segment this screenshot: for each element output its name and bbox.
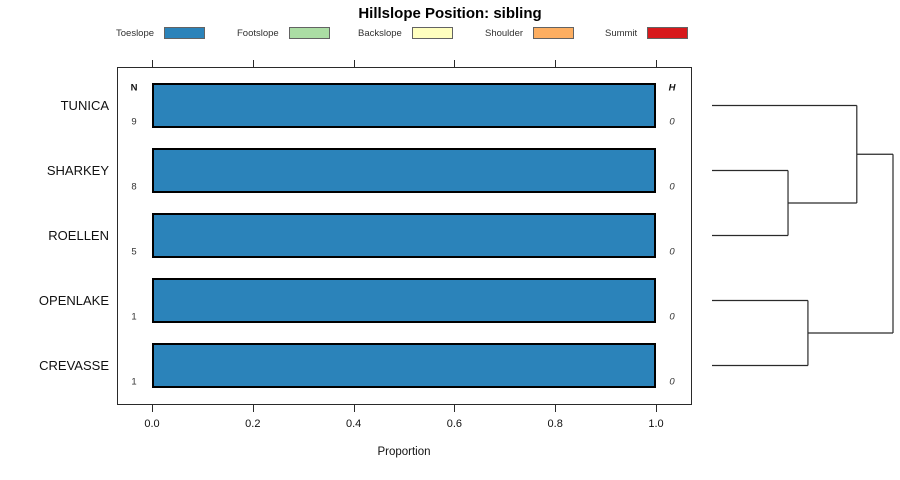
x-axis-tick-bottom (454, 405, 456, 412)
x-axis-tick-top (656, 60, 657, 67)
n-column-header: N (130, 82, 138, 94)
row-label-tunica: TUNICA (60, 97, 109, 113)
chart-title: Hillslope Position: sibling (358, 5, 542, 22)
x-axis-tick-bottom (252, 405, 254, 412)
x-axis-tick-bottom (152, 405, 153, 412)
legend-swatch (533, 27, 575, 39)
x-axis-tick-label: 0.6 (446, 418, 463, 430)
legend-label: Backslope (358, 27, 402, 39)
legend-swatch (164, 27, 206, 39)
x-axis-tick-label: 1.0 (648, 418, 664, 430)
n-value: 9 (131, 116, 137, 128)
bar-roellen-toeslope (152, 213, 656, 258)
x-axis-label: Proportion (377, 446, 431, 458)
x-axis-tick-label: 0.8 (547, 418, 563, 430)
legend-item-toeslope: Toeslope (116, 25, 206, 41)
legend-item-shoulder: Shoulder (485, 25, 575, 41)
legend-label: Summit (605, 27, 638, 39)
n-value: 1 (131, 311, 137, 323)
legend-item-footslope: Footslope (237, 25, 330, 41)
x-axis-tick-label: 0.2 (245, 418, 261, 430)
x-axis-tick-top (252, 60, 254, 67)
row-label-crevasse: CREVASSE (39, 357, 109, 373)
h-value: 0 (669, 116, 675, 128)
x-axis-tick-top (152, 60, 153, 67)
bar-tunica-toeslope (152, 83, 656, 128)
x-axis-tick-top (454, 60, 456, 67)
row-label-roellen: ROELLEN (48, 227, 109, 243)
h-value: 0 (669, 246, 675, 258)
x-axis-tick-label: 0.4 (345, 418, 362, 430)
bar-sharkey-toeslope (152, 148, 656, 193)
legend-label: Footslope (237, 27, 279, 39)
legend-label: Shoulder (485, 27, 524, 39)
x-axis-tick-bottom (353, 405, 355, 412)
n-value: 5 (131, 246, 137, 258)
x-axis-tick-top (555, 60, 557, 67)
h-column-header: H (668, 82, 676, 94)
legend-item-summit: Summit (605, 25, 689, 41)
bar-crevasse-toeslope (152, 343, 656, 388)
row-label-sharkey: SHARKEY (46, 162, 109, 178)
legend-swatch (647, 27, 689, 39)
x-axis-tick-label: 0.0 (144, 418, 160, 430)
n-value: 1 (131, 376, 137, 388)
x-axis-tick-top (353, 60, 355, 67)
h-value: 0 (669, 181, 675, 193)
x-axis-tick-bottom (555, 405, 557, 412)
legend-item-backslope: Backslope (358, 25, 453, 41)
x-axis-tick-bottom (656, 405, 657, 412)
h-value: 0 (669, 311, 675, 323)
legend-label: Toeslope (116, 27, 155, 39)
legend-swatch (288, 27, 330, 39)
h-value: 0 (669, 376, 675, 388)
row-label-openlake: OPENLAKE (38, 292, 109, 308)
bar-openlake-toeslope (152, 278, 656, 323)
legend-swatch (411, 27, 453, 39)
n-value: 8 (131, 181, 137, 193)
